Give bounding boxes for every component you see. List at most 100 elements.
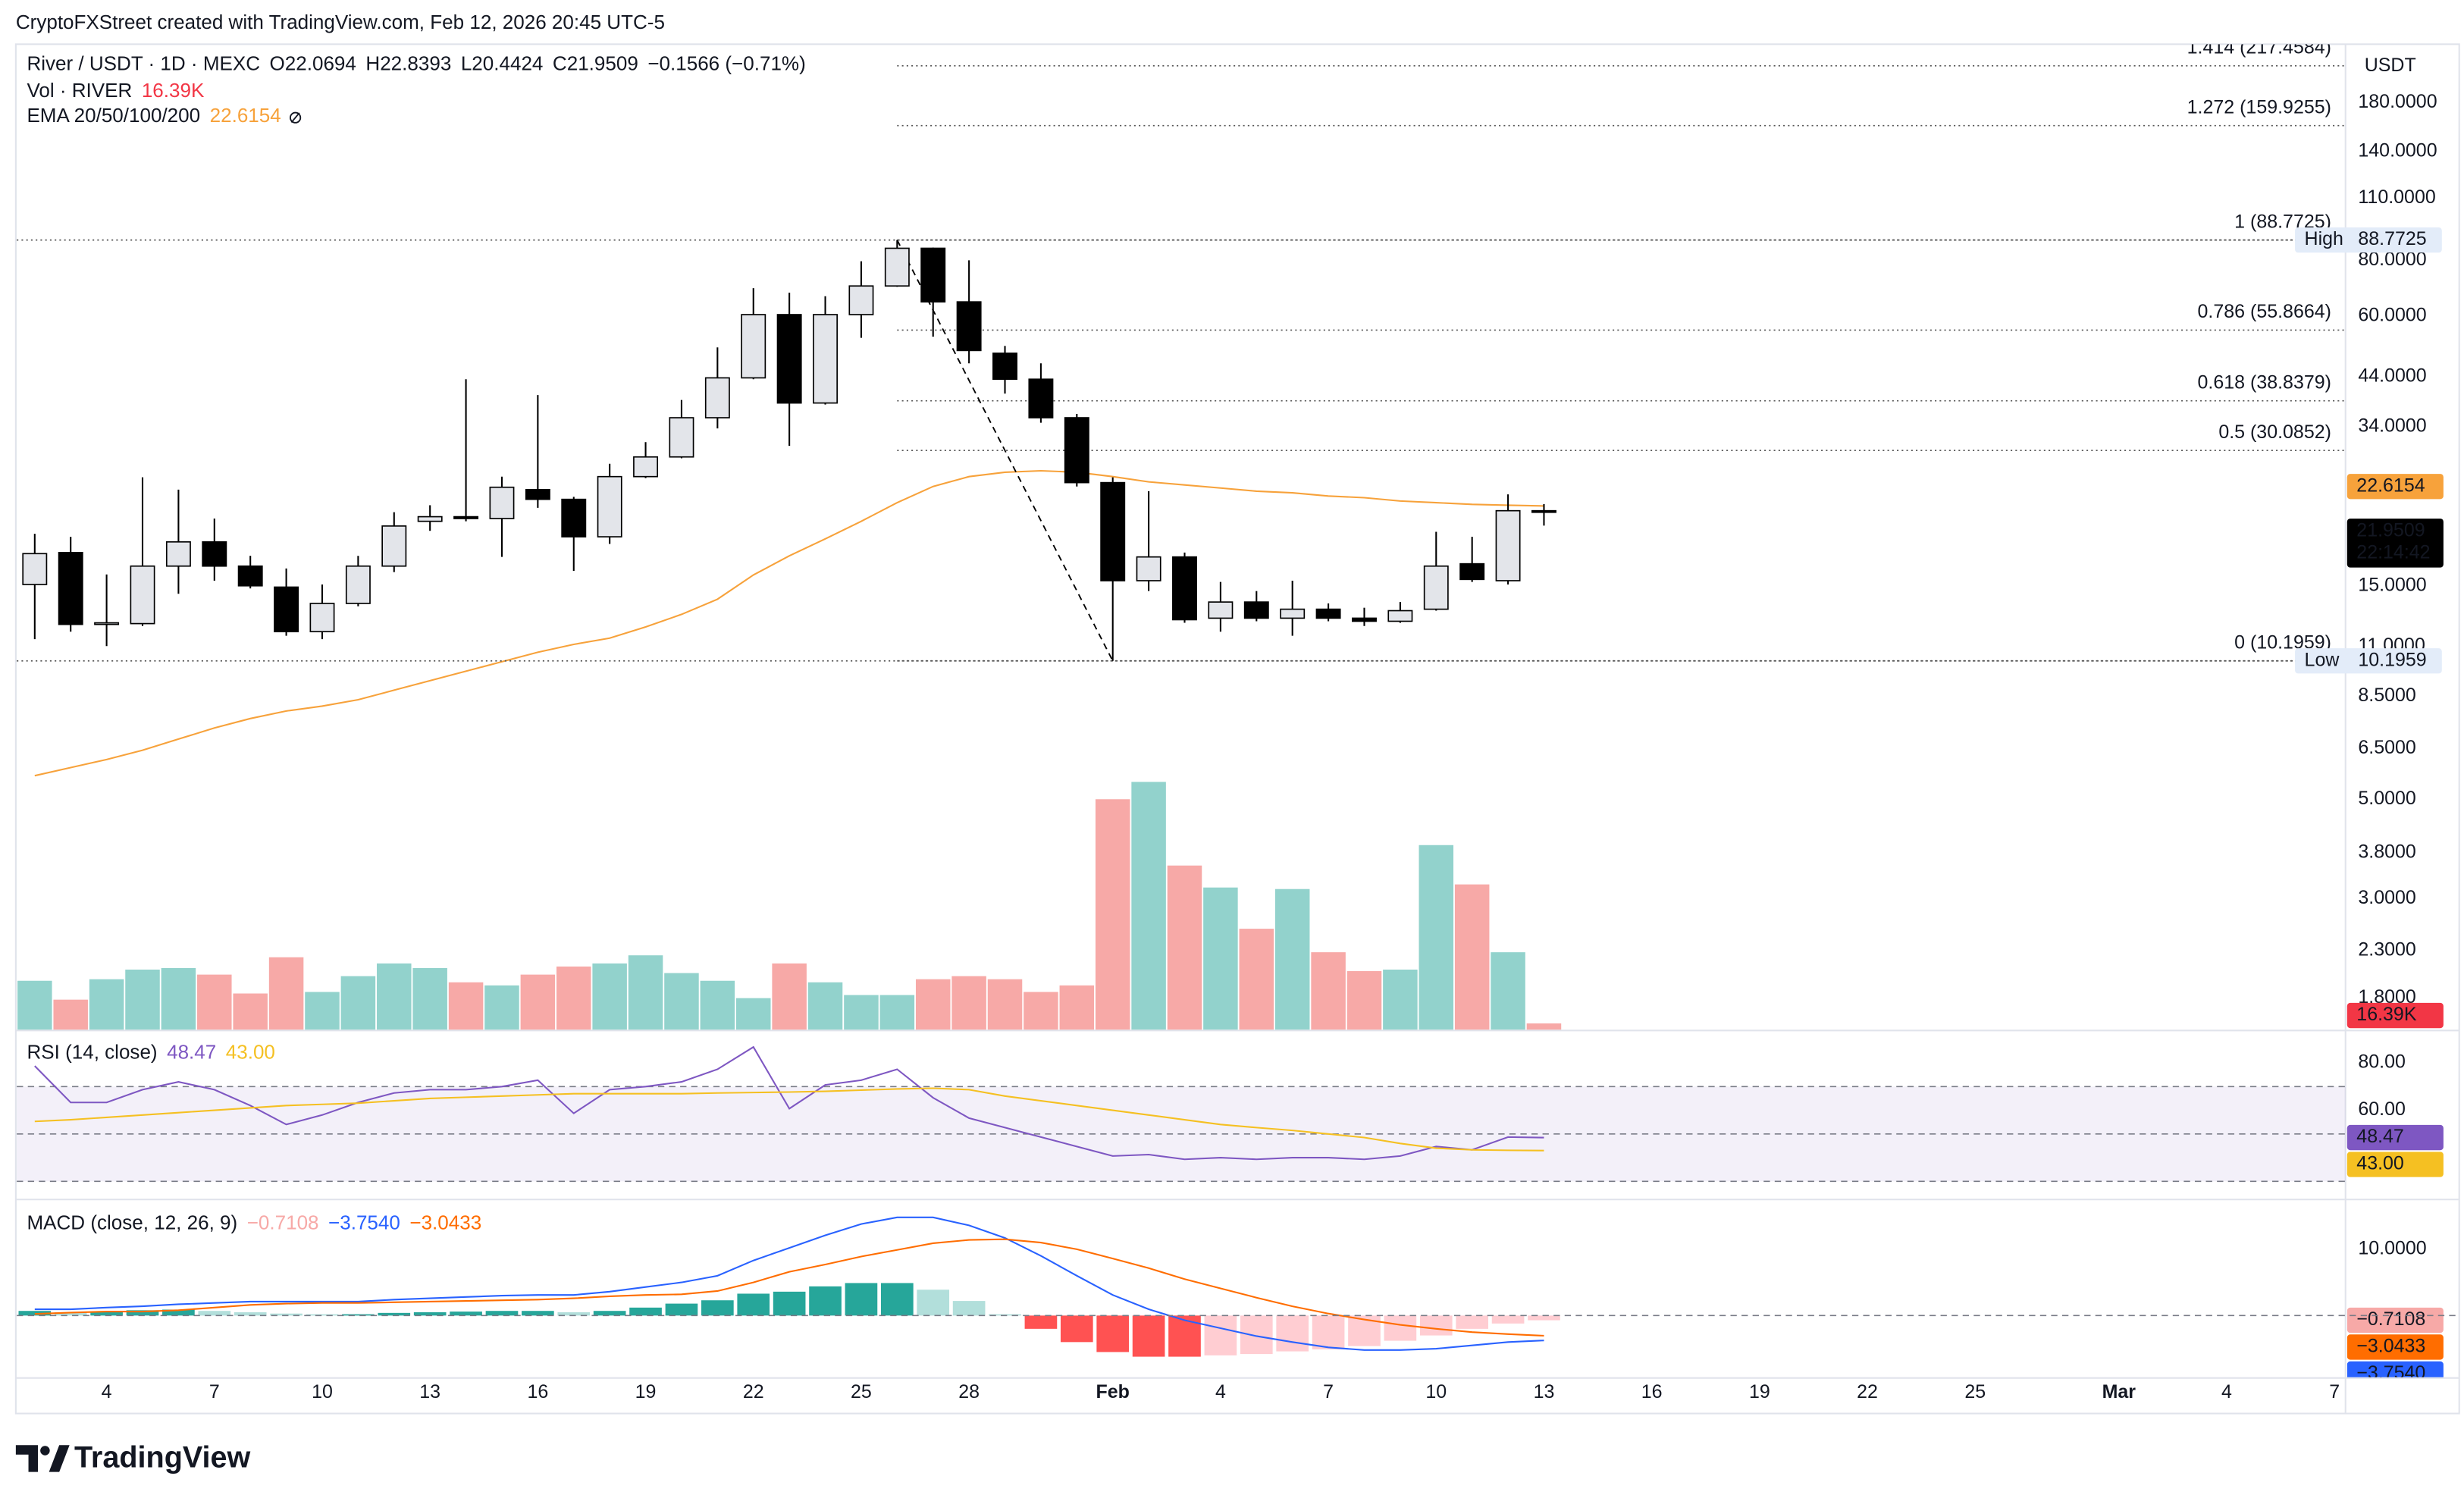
macd-line-value-box <box>2346 1361 2444 1377</box>
volume-bar <box>951 976 986 1030</box>
macd-histogram-bar <box>342 1314 375 1316</box>
macd-histogram-bar <box>90 1312 123 1316</box>
x-tick-label: 10 <box>312 1381 333 1402</box>
rsi-ma-value: 43.00 <box>2356 1153 2404 1174</box>
candle-body <box>813 314 838 404</box>
macd-histogram-bar <box>952 1301 986 1316</box>
candle-body <box>848 285 874 315</box>
logo-t <box>15 1445 39 1472</box>
level-box <box>2295 227 2442 253</box>
rsi-line <box>34 1045 1544 1161</box>
candle-body <box>741 314 766 379</box>
x-tick-label: Mar <box>2102 1381 2136 1402</box>
volume-bar <box>197 974 232 1030</box>
macd-histogram-bar <box>1168 1315 1201 1357</box>
close-value: 22:14:42 <box>2356 542 2430 563</box>
volume-bar <box>89 979 124 1030</box>
logo-slash <box>49 1445 70 1472</box>
candle-body <box>165 541 191 567</box>
macd-histogram-bar <box>773 1291 806 1316</box>
x-tick-label: 25 <box>851 1381 872 1402</box>
rsi-value-box <box>2346 1124 2444 1151</box>
macd-histogram-bar <box>522 1311 554 1316</box>
symbol: River / USDT · 1D · MEXC <box>27 52 260 74</box>
volume-bar <box>1239 929 1274 1030</box>
candle-body <box>130 565 155 625</box>
macd-hist-value: −0.7108 <box>247 1211 319 1233</box>
macd-histogram-bar <box>809 1286 842 1316</box>
macd-signal-value-box <box>2346 1334 2444 1360</box>
y-tick-label: 44.0000 <box>2358 365 2426 386</box>
volume-bar <box>520 974 556 1030</box>
candle-body <box>1028 378 1054 418</box>
candle-body <box>381 525 407 567</box>
x-tick-label: 19 <box>635 1381 657 1402</box>
macd-histogram-bar <box>54 1312 87 1316</box>
brand-logo <box>15 1445 70 1472</box>
volume-bar <box>1024 992 1058 1030</box>
volume-bar <box>1346 971 1382 1030</box>
candle-body <box>1243 601 1269 619</box>
macd-line <box>34 1238 1544 1337</box>
candle-body <box>956 301 982 352</box>
macd-line <box>34 1216 1544 1351</box>
legend-line: RSI (14, close) 48.47 43.00 <box>27 1040 274 1063</box>
ema-name: EMA 20/50/100/200 <box>27 104 200 127</box>
macd-axis: −0.7108 −3.0433 −3.7540 <box>2346 1307 2444 1377</box>
candle-body <box>58 551 83 625</box>
volume-bar <box>1491 952 1525 1030</box>
x-tick-label: 28 <box>958 1381 980 1402</box>
macd-histogram-bar <box>1060 1315 1093 1343</box>
macd-histogram-bar <box>378 1312 411 1316</box>
volume-bar <box>735 998 771 1030</box>
x-tick-label: 19 <box>1749 1381 1770 1402</box>
x-tick-label: 25 <box>1964 1381 1986 1402</box>
x-tick-label: 13 <box>419 1381 440 1402</box>
volume-value-box <box>2346 1002 2444 1029</box>
volume-bar <box>556 966 591 1030</box>
candle-body <box>884 247 910 287</box>
macd-histogram-bar <box>1276 1315 1309 1352</box>
candle-body <box>274 586 299 633</box>
candle-body <box>1315 608 1341 619</box>
legend-line: River / USDT · 1D · MEXC O22.0694 H22.8393… <box>27 52 805 74</box>
volume-bar <box>377 963 412 1030</box>
fib-label: 0.618 (38.8379) <box>2198 371 2331 393</box>
volume-bar <box>844 995 879 1030</box>
macd-histogram-bar <box>593 1311 626 1316</box>
macd-histogram-bar <box>1312 1315 1345 1349</box>
macd-histogram-bar <box>270 1313 303 1316</box>
icon-slash <box>290 112 300 124</box>
macd-histogram-bar <box>1456 1315 1489 1329</box>
macd-histogram-bar <box>701 1300 734 1316</box>
macd-histogram-bar <box>306 1314 339 1316</box>
x-tick-label: 10 <box>1425 1381 1447 1402</box>
x-tick-label: 22 <box>743 1381 764 1402</box>
candle-body <box>94 622 120 625</box>
rsi-value: 48.47 <box>2356 1126 2404 1147</box>
level-box <box>2295 648 2442 674</box>
candle-body <box>1172 556 1197 621</box>
candle-body <box>992 353 1017 381</box>
x-tick-label: 22 <box>1857 1381 1878 1402</box>
level-name: High <box>2305 228 2343 249</box>
x-tick-label: 4 <box>1215 1381 1226 1402</box>
volume-bar <box>700 980 735 1030</box>
volume-bar <box>53 999 88 1030</box>
price-axis: 180.0000140.0000110.000080.000060.000044… <box>2295 55 2444 1258</box>
macd-histogram-bar <box>917 1290 950 1316</box>
level-value: 88.7725 <box>2358 228 2426 249</box>
candle-body <box>345 565 371 604</box>
macd-histogram-bar <box>234 1312 267 1316</box>
fib-label: 1.272 (159.9255) <box>2187 96 2331 118</box>
candle-body <box>1387 610 1413 622</box>
volume-bar <box>1454 884 1490 1030</box>
currency-label: USDT <box>2365 55 2416 76</box>
volume-bar <box>233 993 268 1030</box>
volume-bar <box>1203 887 1238 1030</box>
volume-name: Vol · RIVER <box>27 79 132 102</box>
y-tick-label: 180.0000 <box>2358 91 2437 112</box>
macd-histogram-bar <box>1419 1315 1453 1336</box>
candle-body <box>1100 481 1126 581</box>
